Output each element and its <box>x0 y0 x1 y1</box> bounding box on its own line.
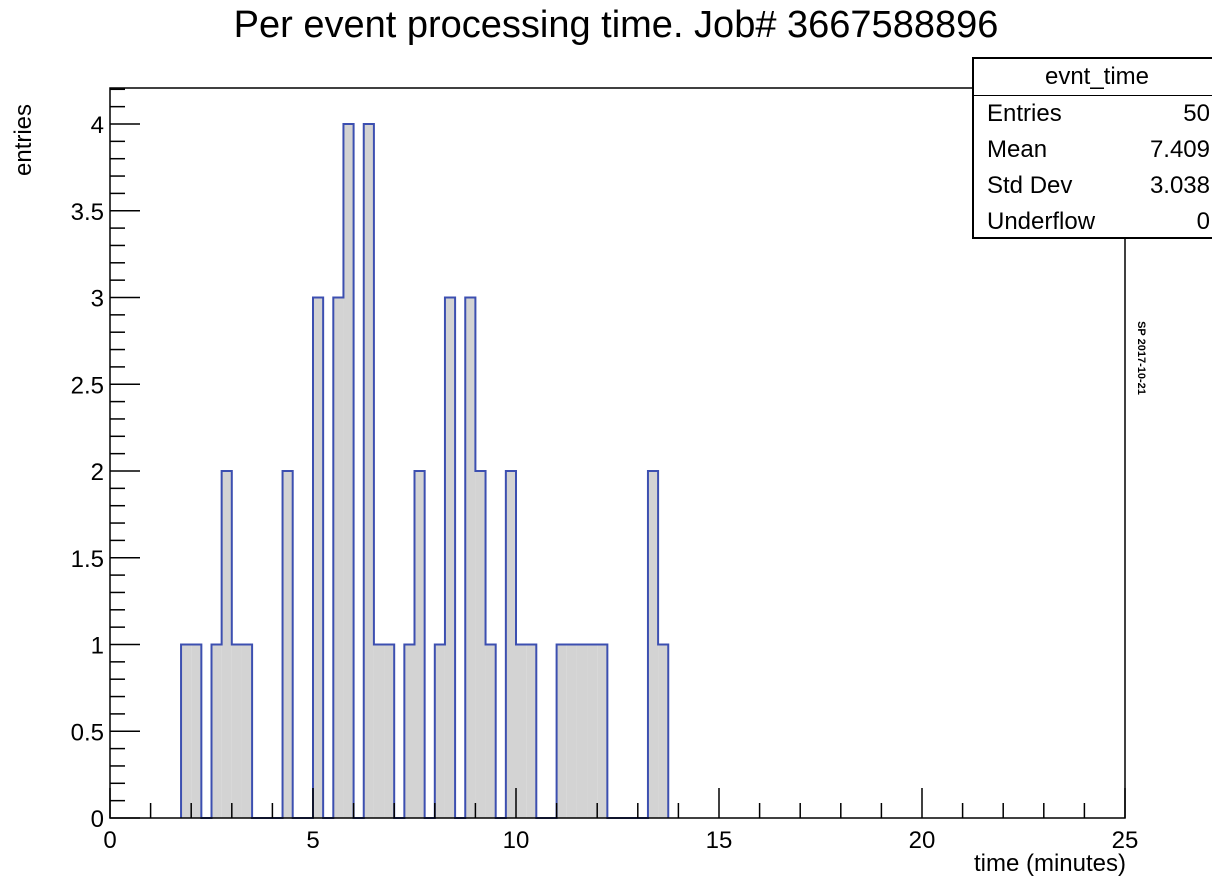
chart-title: Per event processing time. Job# 36675888… <box>233 4 999 46</box>
x-tick-label: 20 <box>909 827 936 854</box>
histogram-bar <box>211 644 222 818</box>
histogram-bar <box>434 644 445 818</box>
histogram-bar <box>658 644 669 818</box>
histogram-bar <box>181 644 192 818</box>
y-tick-label: 0.5 <box>71 719 104 746</box>
stats-box: evnt_time Entries 50 Mean 7.409 Std Dev … <box>972 57 1212 239</box>
date-stamp: SP 2017-10-21 <box>1135 321 1147 395</box>
stats-label: Underflow <box>987 208 1096 235</box>
histogram-bar <box>343 124 354 818</box>
histogram-bar <box>221 471 232 818</box>
histogram-bar <box>404 644 415 818</box>
histogram-bar <box>313 297 324 818</box>
x-tick-label: 5 <box>306 827 319 854</box>
x-tick-label: 25 <box>1112 827 1139 854</box>
histogram-bar <box>384 644 395 818</box>
x-tick-label: 10 <box>503 827 530 854</box>
histogram-bar <box>475 471 486 818</box>
stats-value: 3.038 <box>1149 172 1210 199</box>
stats-row-std-dev: Std Dev 3.038 <box>974 168 1212 204</box>
histogram-bar <box>516 644 527 818</box>
histogram-bar <box>373 644 385 818</box>
histogram-bar <box>505 471 516 818</box>
histogram-bar <box>526 644 537 818</box>
stats-value: 7.409 <box>1149 136 1210 163</box>
histogram-bar <box>241 644 253 818</box>
y-tick-label: 4 <box>91 112 104 139</box>
y-tick-label: 0 <box>91 806 104 833</box>
y-tick-label: 1.5 <box>71 546 104 573</box>
histogram-bar <box>231 644 242 818</box>
histogram-bar <box>485 644 496 818</box>
histogram-bar <box>597 644 608 818</box>
x-tick-label: 15 <box>706 827 733 854</box>
y-tick-label: 1 <box>91 633 104 660</box>
stats-label: Mean <box>987 136 1048 163</box>
histogram-bar <box>576 644 588 818</box>
stats-value: 50 <box>1183 100 1210 127</box>
histogram-bar <box>566 644 577 818</box>
stats-row-underflow: Underflow 0 <box>974 204 1212 240</box>
histogram-bar <box>647 471 659 818</box>
y-tick-label: 2.5 <box>71 372 104 399</box>
y-tick-label: 3.5 <box>71 199 104 226</box>
histogram-bar <box>444 297 456 818</box>
stats-row-entries: Entries 50 <box>974 96 1212 132</box>
x-tick-label: 0 <box>103 827 116 854</box>
stats-box-name: evnt_time <box>974 59 1212 96</box>
stats-label: Std Dev <box>987 172 1073 199</box>
y-tick-label: 2 <box>91 459 104 486</box>
histogram-bar <box>333 297 344 818</box>
histogram-bar <box>465 297 476 818</box>
y-tick-label: 3 <box>91 286 104 313</box>
histogram-bar <box>587 644 598 818</box>
histogram-bar <box>556 644 567 818</box>
histogram-bar <box>191 644 202 818</box>
x-axis-label: time (minutes) <box>973 850 1126 877</box>
histogram-bar <box>282 471 293 818</box>
y-axis-label: entries <box>10 103 37 176</box>
stats-row-mean: Mean 7.409 <box>974 132 1212 168</box>
stats-label: Entries <box>987 100 1062 127</box>
histogram-bar <box>414 471 425 818</box>
histogram-bar <box>363 124 374 818</box>
stats-value: 0 <box>1196 208 1210 235</box>
